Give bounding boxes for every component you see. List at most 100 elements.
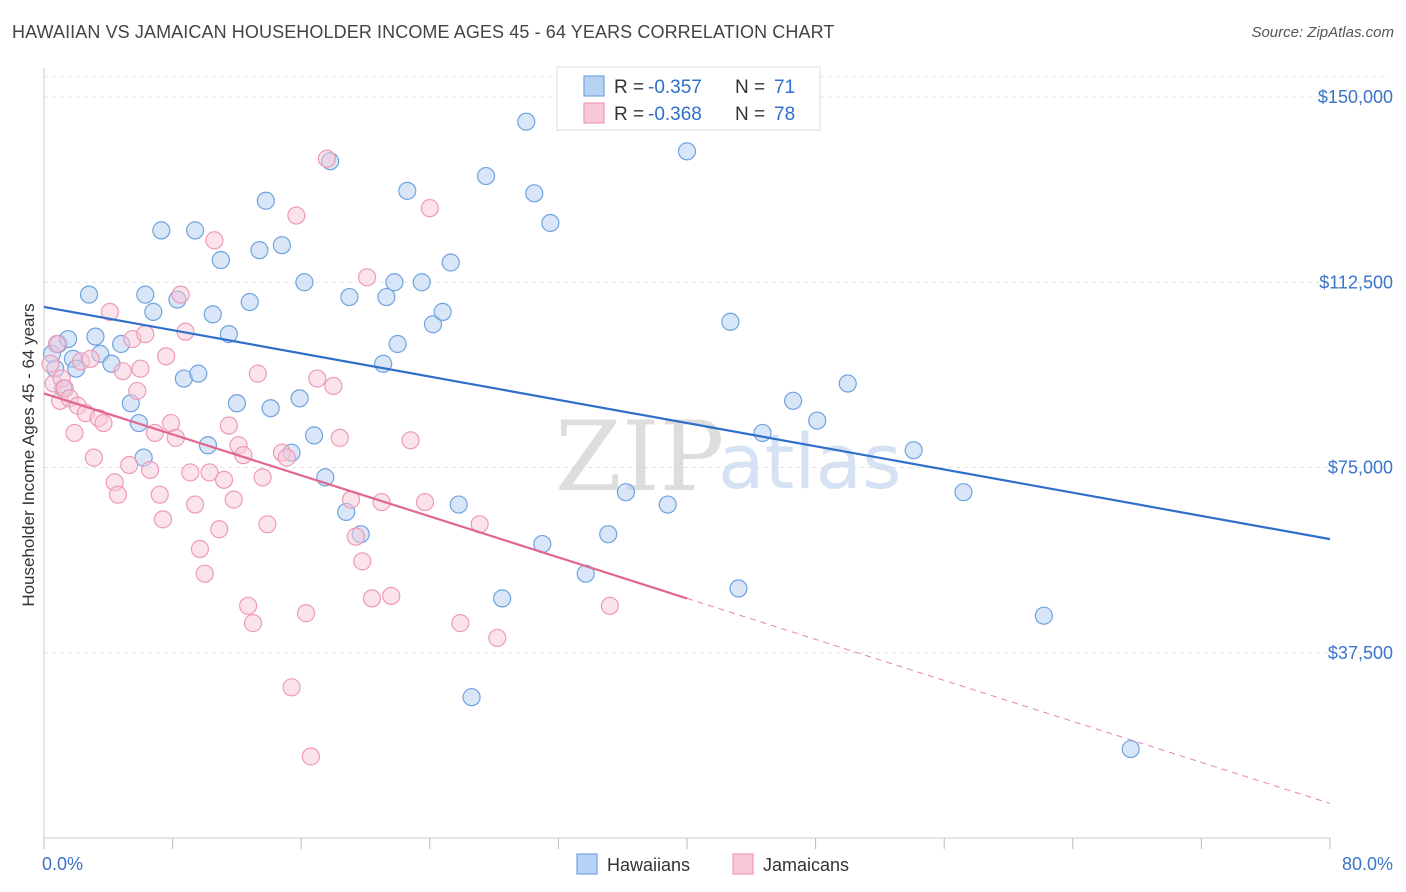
jamaican-point-73 xyxy=(600,596,619,615)
hawaiian-point-62 xyxy=(658,495,677,514)
hawaiian-point-26 xyxy=(227,394,246,413)
axes xyxy=(43,68,1331,849)
jamaican-point-37 xyxy=(200,463,219,482)
hawaiian-point-7 xyxy=(79,285,99,304)
jamaican-point-34 xyxy=(186,495,205,514)
hawaiian-point-17 xyxy=(152,221,171,240)
hawaiian-point-55 xyxy=(525,184,544,203)
jamaican-point-38 xyxy=(205,231,224,250)
jamaican-point-58 xyxy=(324,376,343,396)
jamaican-point-59 xyxy=(330,428,349,447)
jamaican-point-61 xyxy=(346,527,365,546)
hawaiian-point-46 xyxy=(412,273,431,292)
jamaican-point-7 xyxy=(65,423,84,443)
hawaiian-point-67 xyxy=(783,391,803,410)
hawaiian-point-42 xyxy=(377,287,396,307)
stats-r-label-hawaiians: R = xyxy=(614,77,644,98)
jamaican-point-27 xyxy=(153,510,173,529)
jamaicans-points xyxy=(41,149,619,766)
jamaican-point-35 xyxy=(190,539,210,559)
hawaiian-point-31 xyxy=(272,236,292,255)
hawaiian-point-45 xyxy=(398,181,417,200)
jamaican-point-31 xyxy=(171,285,190,304)
hawaiian-point-73 xyxy=(1121,739,1140,759)
jamaican-point-51 xyxy=(277,448,296,467)
jamaican-point-39 xyxy=(210,520,229,539)
jamaican-point-47 xyxy=(248,364,267,383)
jamaican-point-0 xyxy=(41,354,60,373)
jamaican-point-57 xyxy=(317,149,337,168)
jamaican-point-68 xyxy=(415,492,435,512)
hawaiian-point-34 xyxy=(295,273,314,292)
jamaican-point-67 xyxy=(401,431,420,450)
hawaiian-point-49 xyxy=(441,253,460,272)
x-tick-label-0: 0.0% xyxy=(42,854,83,874)
x-tick-labels: 0.0% 80.0% xyxy=(42,854,1393,874)
x-tick-label-1: 80.0% xyxy=(1342,854,1393,874)
hawaiian-point-72 xyxy=(1034,606,1053,625)
hawaiian-point-20 xyxy=(186,221,205,240)
y-tick-labels: $37,500 $75,000 $112,500 $150,000 xyxy=(1318,87,1393,663)
stats-swatch-hawaiians xyxy=(583,75,605,97)
jamaican-point-36 xyxy=(195,564,214,583)
hawaiian-point-21 xyxy=(189,364,208,383)
stats-legend: R = -0.357 N = 71 R = -0.368 N = 78 xyxy=(556,66,821,131)
jamaican-point-70 xyxy=(451,614,470,633)
jamaican-point-42 xyxy=(224,490,243,509)
hawaiian-point-29 xyxy=(256,191,275,210)
legend-swatch-jamaicans xyxy=(732,853,754,875)
jamaican-point-66 xyxy=(382,586,401,606)
hawaiian-point-39 xyxy=(340,287,359,307)
jamaican-point-45 xyxy=(239,596,258,615)
hawaiian-point-65 xyxy=(729,579,748,598)
hawaiian-point-25 xyxy=(219,325,238,344)
jamaican-point-14 xyxy=(94,413,113,433)
hawaiian-point-44 xyxy=(388,334,407,354)
y-tick-label-1: $75,000 xyxy=(1328,458,1393,478)
jamaican-point-62 xyxy=(353,552,372,571)
stats-r-value-hawaiians: -0.357 xyxy=(648,77,702,98)
stats-n-value-jamaicans: 78 xyxy=(774,104,795,125)
jamaicans-trend-line xyxy=(43,392,688,600)
jamaican-point-28 xyxy=(157,347,176,366)
hawaiian-point-57 xyxy=(541,213,560,233)
y-axis-label: Householder Income Ages 45 - 64 years xyxy=(19,303,38,606)
bottom-legend: Hawaiians Jamaicans xyxy=(576,853,849,875)
jamaicans-trend-extension xyxy=(686,597,1331,804)
jamaican-point-54 xyxy=(296,604,316,623)
hawaiian-point-63 xyxy=(677,142,697,161)
jamaican-point-41 xyxy=(219,416,238,435)
hawaiian-point-30 xyxy=(261,399,280,418)
jamaican-point-12 xyxy=(84,448,103,467)
jamaican-point-21 xyxy=(128,381,147,401)
jamaican-point-18 xyxy=(113,362,132,381)
watermark-atlas: atlas xyxy=(718,417,902,506)
hawaiian-point-28 xyxy=(250,241,269,260)
legend-swatch-hawaiians xyxy=(576,853,598,875)
jamaican-point-24 xyxy=(140,460,160,480)
hawaiian-point-50 xyxy=(449,495,468,514)
hawaiian-point-8 xyxy=(86,327,105,346)
jamaican-point-63 xyxy=(358,268,377,287)
legend-label-jamaicans: Jamaicans xyxy=(763,855,849,875)
jamaican-point-25 xyxy=(145,423,165,443)
jamaican-point-64 xyxy=(362,589,382,608)
chart-source: Source: ZipAtlas.com xyxy=(1251,24,1394,41)
hawaiian-point-35 xyxy=(304,426,324,445)
jamaican-point-55 xyxy=(301,747,320,766)
hawaiians-trend-line xyxy=(43,305,1331,541)
hawaiian-point-61 xyxy=(616,483,636,502)
stats-swatch-jamaicans xyxy=(583,102,605,124)
hawaiian-point-64 xyxy=(721,312,740,331)
jamaican-point-23 xyxy=(136,325,155,344)
y-tick-label-3: $150,000 xyxy=(1318,87,1393,107)
stats-n-label-hawaiians: N = xyxy=(735,77,765,98)
legend-label-hawaiians: Hawaiians xyxy=(607,855,690,875)
jamaican-point-17 xyxy=(108,485,128,504)
hawaiian-point-70 xyxy=(904,441,923,460)
jamaican-point-49 xyxy=(258,515,277,534)
hawaiian-point-60 xyxy=(599,525,618,544)
hawaiian-point-48 xyxy=(433,302,452,321)
hawaiian-point-52 xyxy=(476,166,496,186)
hawaiian-point-51 xyxy=(462,688,481,707)
